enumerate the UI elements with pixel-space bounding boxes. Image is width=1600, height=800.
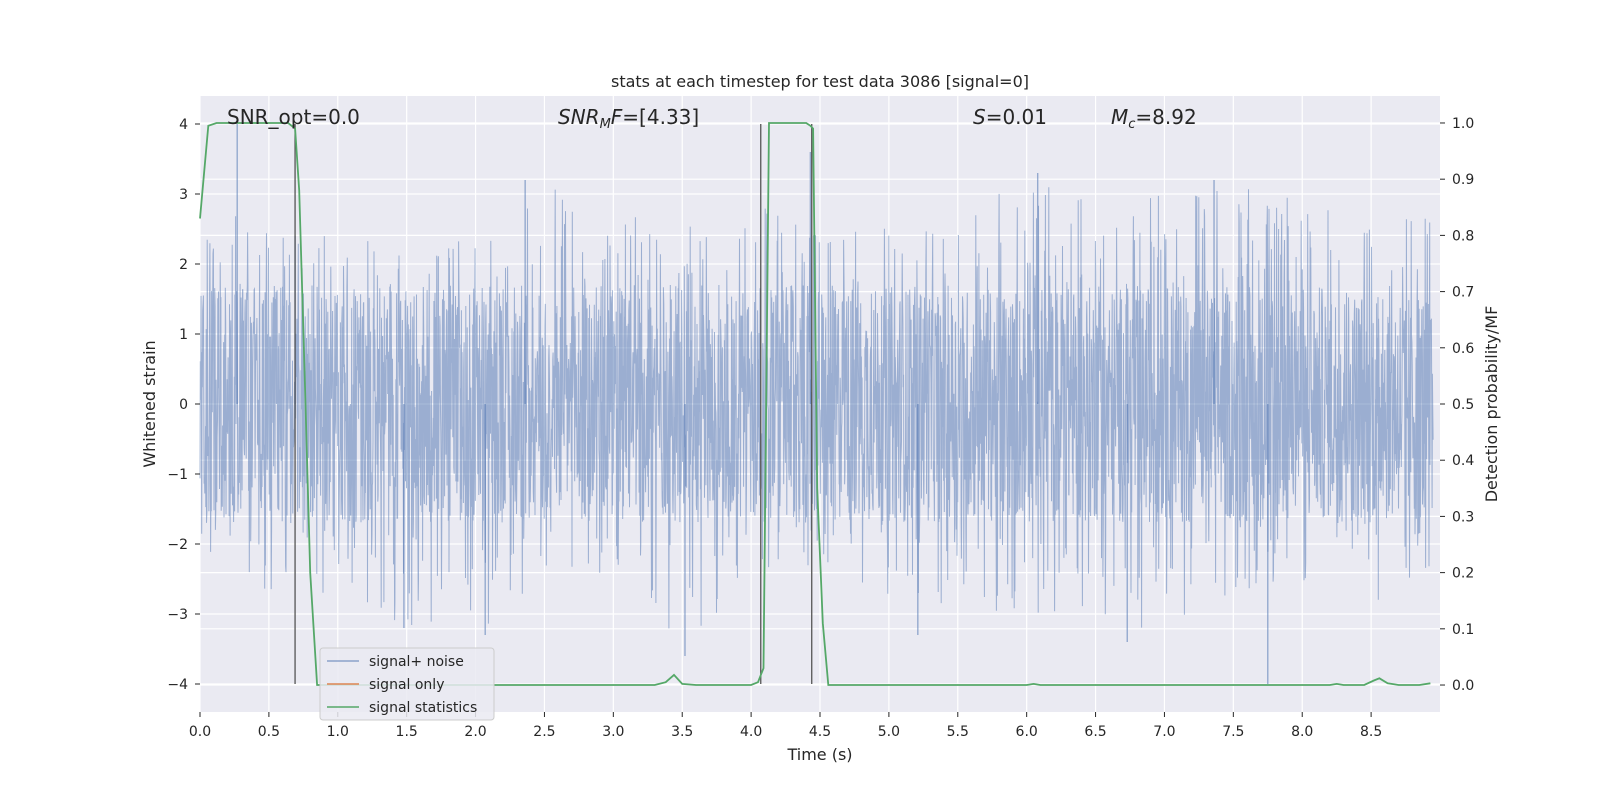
noise-trace	[199, 187, 1434, 629]
annotation-snr-opt-value: 0.0	[328, 105, 360, 129]
x-tick-label-12: 6.0	[1016, 724, 1038, 740]
annotation-mc-symbol: M	[1111, 105, 1128, 129]
y-right-tick-label-3: 0.7	[1452, 285, 1474, 301]
annotation-snr-mf-symbol: SNR	[558, 105, 600, 129]
y-right-tick-label-0: 1.0	[1452, 116, 1474, 132]
x-tick-label-2: 1.0	[327, 724, 349, 740]
legend: signal+ noise signal only signal statist…	[319, 647, 495, 721]
annotation-snr-mf-tail: F	[611, 105, 623, 129]
y-axis-ticks: 4 3 2 1 0 −1 −2 −3 −4	[167, 117, 200, 693]
annotation-s: S=0.01	[973, 105, 1047, 129]
x-tick-label-10: 5.0	[878, 724, 900, 740]
annotation-s-symbol: S	[973, 105, 986, 129]
y-right-tick-label-2: 0.8	[1452, 228, 1474, 244]
x-tick-label-5: 2.5	[533, 724, 555, 740]
x-tick-label-15: 7.5	[1222, 724, 1244, 740]
x-tick-label-0: 0.0	[189, 724, 211, 740]
y-right-tick-label-1: 0.9	[1452, 172, 1474, 188]
x-axis-label: Time (s)	[786, 745, 852, 764]
annotation-mc-value: =8.92	[1135, 105, 1196, 129]
x-tick-label-7: 3.5	[671, 724, 693, 740]
annotation-snr-opt: SNR_opt=0.0	[227, 105, 360, 129]
y-tick-label-2: 2	[179, 257, 188, 273]
legend-label-signal-noise: signal+ noise	[369, 654, 464, 670]
x-tick-label-11: 5.5	[947, 724, 969, 740]
y-axis-right-label: Detection probability/MF	[1482, 306, 1501, 503]
y-tick-label-8: −4	[167, 677, 188, 693]
y-tick-label-1: 3	[179, 187, 188, 203]
y-tick-label-3: 1	[179, 327, 188, 343]
y-tick-label-7: −3	[167, 607, 188, 623]
y-axis-label: Whitened strain	[140, 340, 159, 467]
x-tick-label-9: 4.5	[809, 724, 831, 740]
x-tick-label-16: 8.0	[1291, 724, 1313, 740]
series-signal-statistics	[199, 122, 1431, 686]
y-right-tick-label-6: 0.4	[1452, 453, 1474, 469]
annotation-mc: Mc=8.92	[1111, 105, 1197, 132]
x-tick-label-13: 6.5	[1084, 724, 1106, 740]
y-right-tick-label-9: 0.1	[1452, 622, 1474, 638]
legend-label-signal-only: signal only	[369, 677, 444, 693]
statistics-line	[199, 122, 1431, 686]
x-tick-label-1: 0.5	[258, 724, 280, 740]
y-axis-right-ticks: 1.0 0.9 0.8 0.7 0.6 0.5 0.4 0.3 0.2 0.1 0.0	[1440, 116, 1474, 694]
chart-title: stats at each timestep for test data 308…	[611, 72, 1029, 91]
annotation-snr-mf-sub: M	[600, 117, 611, 132]
annotation-snr-mf: SNRMF=[4.33]	[558, 105, 699, 132]
y-tick-label-6: −2	[167, 537, 188, 553]
y-right-tick-label-4: 0.6	[1452, 341, 1474, 357]
x-tick-label-8: 4.0	[740, 724, 762, 740]
y-right-tick-label-5: 0.5	[1452, 397, 1474, 413]
x-tick-label-4: 2.0	[464, 724, 486, 740]
y-tick-label-0: 4	[179, 117, 188, 133]
annotations: SNR_opt=0.0 SNRMF=[4.33] S=0.01 Mc=8.92	[227, 105, 1197, 132]
x-tick-label-6: 3.0	[602, 724, 624, 740]
x-axis-ticks: 0.0 0.5 1.0 1.5 2.0 2.5 3.0 3.5 4.0 4.5 5.0 5.5 6.0 6…	[189, 712, 1382, 740]
annotation-snr-mf-value: =[4.33]	[622, 105, 699, 129]
x-tick-label-3: 1.5	[396, 724, 418, 740]
x-tick-label-17: 8.5	[1360, 724, 1382, 740]
annotation-snr-opt-prefix: SNR_opt=	[227, 105, 328, 129]
annotation-s-value: =0.01	[986, 105, 1047, 129]
y-right-tick-label-10: 0.0	[1452, 678, 1474, 694]
x-tick-label-14: 7.0	[1153, 724, 1175, 740]
y-tick-label-5: −1	[167, 467, 188, 483]
legend-box	[319, 647, 495, 721]
legend-label-signal-statistics: signal statistics	[369, 700, 477, 716]
series-signal-noise	[199, 124, 1434, 684]
y-tick-label-4: 0	[179, 397, 188, 413]
y-right-tick-label-8: 0.2	[1452, 566, 1474, 582]
y-right-tick-label-7: 0.3	[1452, 509, 1474, 525]
vertical-lines	[294, 124, 813, 684]
annotation-mc-sub: c	[1128, 117, 1135, 132]
